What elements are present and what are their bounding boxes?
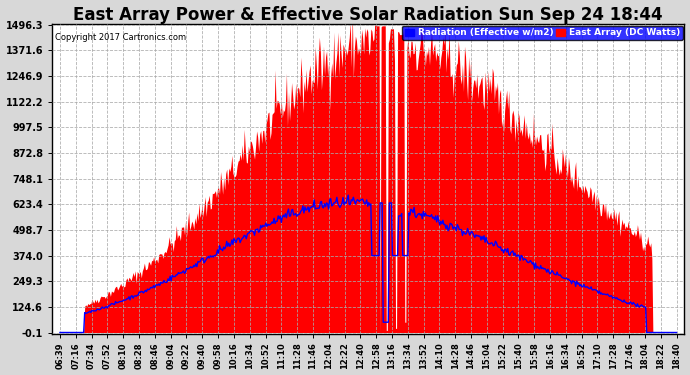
Title: East Array Power & Effective Solar Radiation Sun Sep 24 18:44: East Array Power & Effective Solar Radia… bbox=[73, 6, 663, 24]
Text: Copyright 2017 Cartronics.com: Copyright 2017 Cartronics.com bbox=[55, 33, 186, 42]
Legend: Radiation (Effective w/m2), East Array (DC Watts): Radiation (Effective w/m2), East Array (… bbox=[402, 26, 682, 40]
